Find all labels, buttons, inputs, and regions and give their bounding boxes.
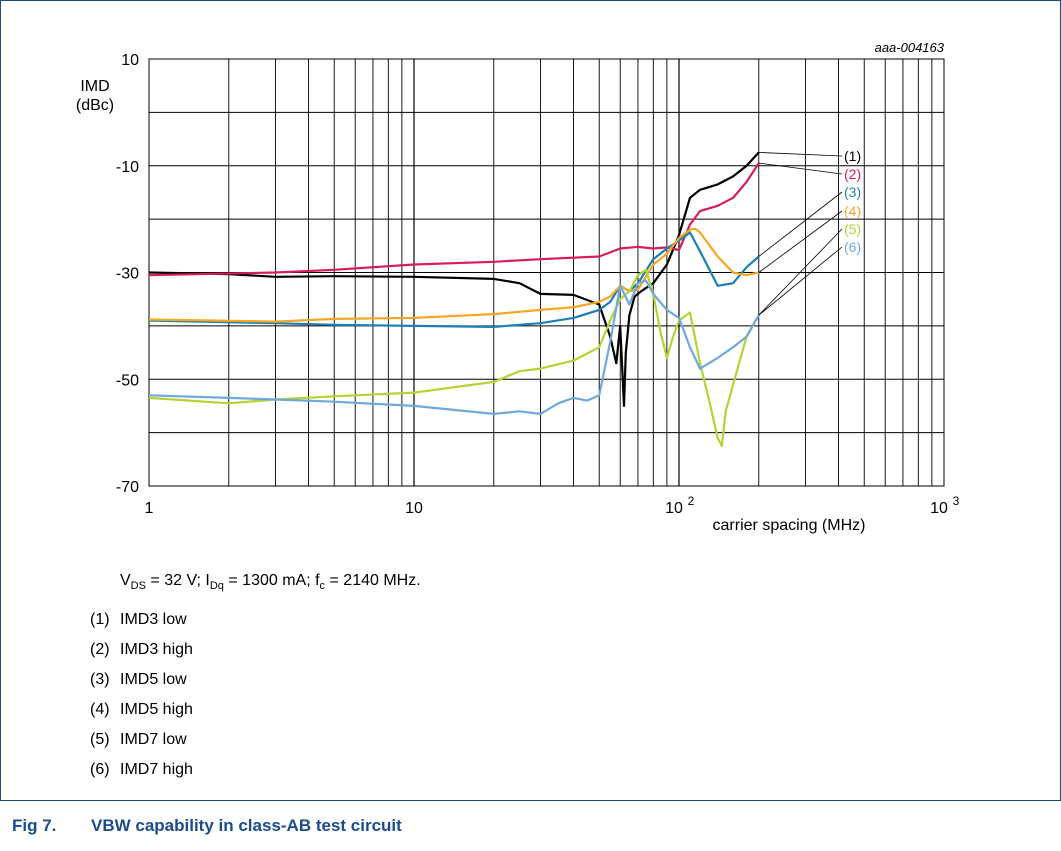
key-item: (3) IMD5 low xyxy=(90,672,193,702)
leader-line xyxy=(758,210,843,273)
chart-series xyxy=(148,151,760,448)
key-item: (4) IMD5 high xyxy=(90,702,193,732)
y-tick-label: 10 xyxy=(121,52,139,69)
figure-caption: Fig 7. VBW capability in class-AB test ci… xyxy=(12,816,402,836)
series-label-5: (5) xyxy=(844,221,861,237)
leader-line xyxy=(758,191,843,257)
series-label-1: (1) xyxy=(844,148,861,164)
doc-code: aaa-004163 xyxy=(875,40,945,55)
key-label: IMD3 high xyxy=(120,641,193,658)
series-line-4 xyxy=(148,227,760,323)
chart-grid xyxy=(149,59,944,486)
series-line-5 xyxy=(148,268,760,448)
key-label: IMD7 low xyxy=(120,731,187,748)
y-tick-label: -70 xyxy=(116,479,139,496)
series-key: (1) IMD3 low (2) IMD3 high (3) IMD5 low (4)… xyxy=(90,612,193,792)
y-tick-label: -10 xyxy=(116,159,139,176)
key-label: IMD5 high xyxy=(120,701,193,718)
series-label-6: (6) xyxy=(844,239,861,255)
y-tick-label: -30 xyxy=(116,266,139,283)
key-label: IMD3 low xyxy=(120,611,187,628)
y-tick-label: -50 xyxy=(116,372,139,389)
series-line-2 xyxy=(148,162,760,277)
x-tick-label: 10 xyxy=(930,500,948,517)
key-label: IMD7 high xyxy=(120,761,193,778)
series-line-1 xyxy=(148,151,760,407)
condition-idq: = 1300 mA; f xyxy=(228,572,320,589)
key-number: (5) xyxy=(90,731,110,748)
series-label-2: (2) xyxy=(844,166,861,182)
x-axis-label: carrier spacing (MHz) xyxy=(713,517,866,534)
x-tick-label: 1 xyxy=(145,500,154,517)
key-number: (3) xyxy=(90,671,110,688)
leader-line xyxy=(758,162,843,175)
x-tick-exponent: 3 xyxy=(953,494,960,508)
y-axis-label-line2: (dBc) xyxy=(76,97,114,114)
key-item: (6) IMD7 high xyxy=(90,762,193,792)
series-label-3: (3) xyxy=(844,184,861,200)
key-number: (6) xyxy=(90,761,110,778)
caption-text: VBW capability in class-AB test circuit xyxy=(91,816,402,835)
condition-vds: = 32 V; I xyxy=(150,572,210,589)
key-item: (1) IMD3 low xyxy=(90,612,193,642)
test-conditions: VDS = 32 V; IDq = 1300 mA; fc = 2140 MHz… xyxy=(120,572,421,593)
x-tick-exponent: 2 xyxy=(688,494,695,508)
figure-divider xyxy=(0,800,1061,801)
x-tick-label: 10 xyxy=(405,500,423,517)
caption-label: Fig 7. xyxy=(12,816,57,835)
key-number: (1) xyxy=(90,611,110,628)
condition-fc: = 2140 MHz. xyxy=(329,572,421,589)
key-label: IMD5 low xyxy=(120,671,187,688)
leader-line xyxy=(758,152,843,157)
legend-leaders: (1) (2) (3) (4) (5) (6) xyxy=(758,148,861,316)
leader-line xyxy=(758,228,843,316)
key-item: (2) IMD3 high xyxy=(90,642,193,672)
series-label-4: (4) xyxy=(844,203,861,219)
tick-labels: 10 -10 -30 -50 -70 1 10 10 2 10 3 xyxy=(116,52,960,517)
series-line-6 xyxy=(148,279,760,415)
key-item: (5) IMD7 low xyxy=(90,732,193,762)
leader-line xyxy=(758,246,843,316)
key-number: (4) xyxy=(90,701,110,718)
key-number: (2) xyxy=(90,641,110,658)
x-tick-label: 10 xyxy=(665,500,683,517)
y-axis-label-line1: IMD xyxy=(80,78,109,95)
imd-chart: (1)(2)(3)(4)(5)(6) 10-10-30-50-701 10 10 2 1… xyxy=(76,40,960,534)
